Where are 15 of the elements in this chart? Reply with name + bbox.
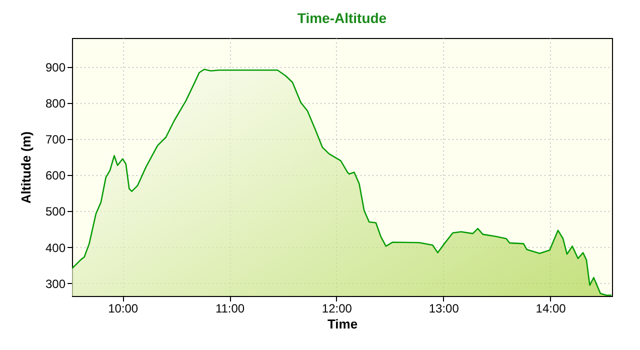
y-tick-label: 500	[45, 204, 66, 219]
x-tick-label: 12:00	[322, 302, 352, 316]
y-tick-label: 800	[45, 96, 66, 110]
chart-title: Time-Altitude	[297, 10, 387, 26]
y-tick-label: 900	[45, 60, 66, 74]
y-axis-title: Altitude (m)	[18, 131, 34, 204]
x-tick-label: 14:00	[536, 302, 566, 316]
y-tick-label: 300	[45, 276, 66, 291]
y-tick-label: 600	[45, 168, 66, 183]
x-tick-label: 10:00	[108, 302, 138, 316]
y-tick-label: 400	[45, 240, 66, 255]
y-tick-label: 700	[45, 132, 66, 147]
x-tick-label: 11:00	[215, 302, 245, 316]
x-axis-title: Time	[327, 316, 358, 332]
x-tick-label: 13:00	[428, 302, 460, 316]
